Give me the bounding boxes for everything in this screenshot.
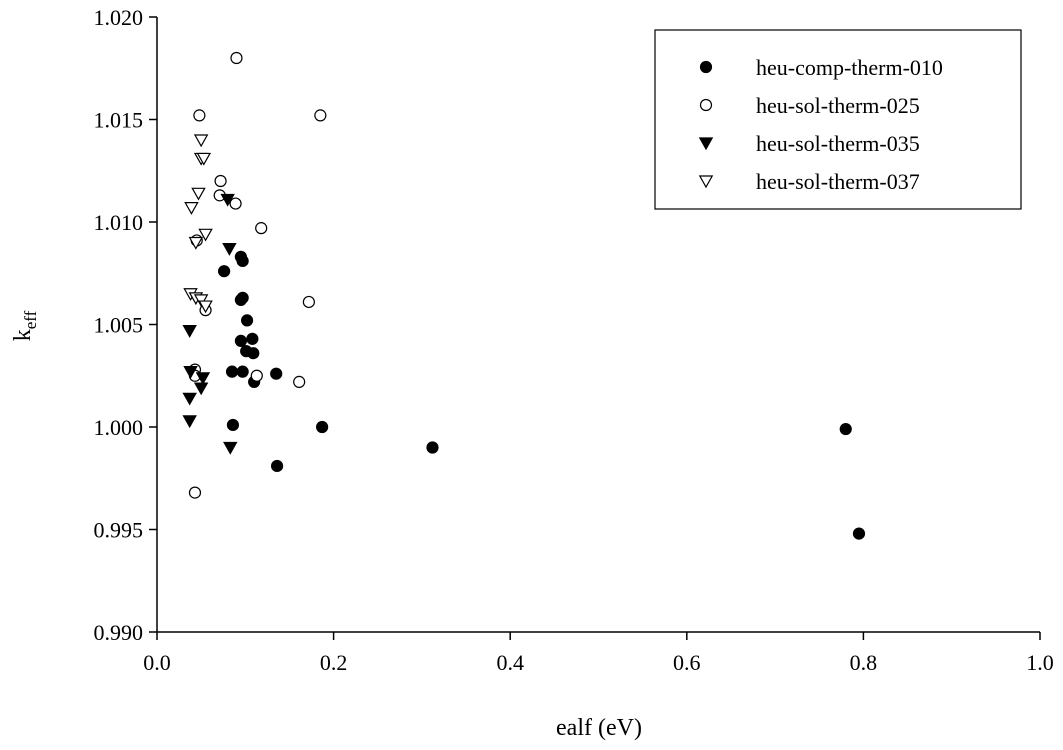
- y-tick-label: 1.000: [94, 415, 144, 440]
- data-point-series-3: [193, 382, 209, 396]
- legend-label-3: heu-sol-therm-035: [756, 131, 920, 156]
- legend-label-2: heu-sol-therm-025: [756, 93, 920, 118]
- data-point-series-3: [195, 372, 211, 386]
- x-tick-label: 0.0: [143, 650, 171, 675]
- data-point-series-1: [226, 418, 240, 432]
- y-tick-label: 1.020: [94, 5, 144, 30]
- data-point-series-1: [270, 459, 284, 473]
- data-point-series-1: [247, 347, 260, 360]
- data-point-series-2: [255, 222, 268, 235]
- data-point-series-1: [236, 365, 249, 378]
- y-tick-label: 1.015: [94, 108, 144, 133]
- data-points: [182, 51, 866, 540]
- data-point-series-4: [193, 294, 209, 308]
- data-point-series-4: [184, 202, 199, 215]
- x-tick-label: 1.0: [1026, 650, 1054, 675]
- data-point-series-1: [852, 527, 866, 540]
- data-point-series-1: [246, 332, 259, 345]
- data-point-series-3: [223, 441, 238, 455]
- y-axis-title: keff: [10, 310, 40, 341]
- data-point-series-2: [250, 369, 263, 382]
- data-point-series-2: [214, 174, 227, 188]
- data-point-series-3: [220, 193, 235, 207]
- data-point-series-2: [314, 109, 327, 122]
- data-point-series-2: [302, 295, 315, 309]
- x-tick-label: 0.8: [850, 650, 878, 675]
- data-point-series-1: [218, 265, 231, 278]
- y-tick-label: 1.010: [94, 210, 144, 235]
- data-point-series-3: [182, 325, 197, 338]
- data-point-series-1: [316, 420, 329, 434]
- data-point-series-2: [230, 51, 243, 65]
- y-tick-label: 1.005: [94, 313, 144, 338]
- legend-marker-4: [698, 175, 714, 189]
- data-point-series-1: [234, 293, 247, 306]
- y-tick-label: 0.995: [94, 518, 144, 543]
- data-point-series-4: [191, 187, 206, 201]
- x-tick-label: 0.6: [673, 650, 701, 675]
- data-point-series-1: [426, 441, 439, 454]
- data-point-series-4: [188, 236, 204, 250]
- data-point-series-1: [234, 334, 247, 347]
- data-point-series-2: [293, 375, 306, 388]
- x-axis-title: ealf (eV): [556, 715, 642, 741]
- x-tick-label: 0.4: [496, 650, 524, 675]
- data-point-series-3: [183, 366, 198, 379]
- data-point-series-3: [182, 392, 197, 406]
- data-point-series-4: [196, 152, 212, 166]
- y-axis-title-subscript: eff: [21, 310, 40, 329]
- legend-label-1: heu-comp-therm-010: [756, 55, 943, 80]
- data-point-series-1: [839, 422, 852, 436]
- svg-text:keff: keff: [10, 310, 40, 341]
- legend-marker-2: [699, 98, 713, 112]
- data-point-series-2: [188, 486, 202, 499]
- legend: heu-comp-therm-010 heu-sol-therm-025 heu-s…: [654, 29, 1022, 210]
- legend-label-4: heu-sol-therm-037: [756, 169, 920, 194]
- x-tick-label: 0.2: [320, 650, 348, 675]
- data-point-series-3: [182, 415, 197, 429]
- data-point-series-3: [222, 243, 237, 256]
- data-point-series-1: [270, 367, 283, 380]
- data-point-series-1: [236, 254, 249, 268]
- legend-marker-1: [699, 60, 713, 74]
- legend-box: [654, 29, 1022, 210]
- y-axis-title-main: k: [10, 329, 36, 341]
- data-point-series-4: [193, 134, 209, 148]
- data-point-series-2: [193, 109, 206, 122]
- data-point-series-1: [225, 365, 239, 378]
- data-point-series-4: [198, 228, 213, 242]
- y-tick-label: 0.990: [94, 620, 144, 645]
- data-point-series-2: [229, 197, 242, 210]
- axes-group: 0.0 0.2 0.4 0.6 0.8 1.0 0.990 0.995 1.000 1.005 1.…: [94, 5, 1054, 675]
- data-point-series-4: [198, 300, 213, 314]
- legend-marker-3: [698, 137, 714, 151]
- data-point-series-1: [240, 314, 254, 327]
